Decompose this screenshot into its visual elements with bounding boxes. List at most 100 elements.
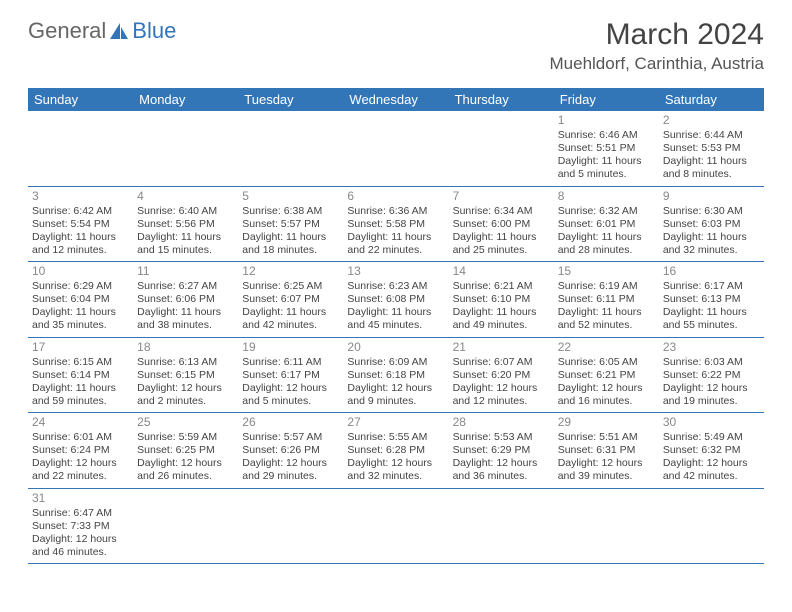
logo: General Blue bbox=[28, 18, 176, 44]
day-number: 13 bbox=[347, 264, 444, 279]
day-header: Friday bbox=[554, 88, 659, 111]
daylight-line-2: and 19 minutes. bbox=[663, 395, 760, 408]
sunrise-line: Sunrise: 6:23 AM bbox=[347, 280, 444, 293]
calendar-cell: 3Sunrise: 6:42 AMSunset: 5:54 PMDaylight… bbox=[28, 187, 133, 262]
daylight-line-1: Daylight: 11 hours bbox=[453, 306, 550, 319]
sunrise-line: Sunrise: 5:59 AM bbox=[137, 431, 234, 444]
sunrise-line: Sunrise: 6:03 AM bbox=[663, 356, 760, 369]
sunrise-line: Sunrise: 6:01 AM bbox=[32, 431, 129, 444]
day-number: 15 bbox=[558, 264, 655, 279]
day-number: 10 bbox=[32, 264, 129, 279]
daylight-line-2: and 45 minutes. bbox=[347, 319, 444, 332]
sunset-line: Sunset: 5:54 PM bbox=[32, 218, 129, 231]
daylight-line-1: Daylight: 12 hours bbox=[347, 457, 444, 470]
calendar-cell: 12Sunrise: 6:25 AMSunset: 6:07 PMDayligh… bbox=[238, 262, 343, 337]
day-number: 22 bbox=[558, 340, 655, 355]
sail-icon bbox=[108, 21, 130, 41]
sunset-line: Sunset: 5:51 PM bbox=[558, 142, 655, 155]
calendar-cell: 18Sunrise: 6:13 AMSunset: 6:15 PMDayligh… bbox=[133, 338, 238, 413]
day-number: 18 bbox=[137, 340, 234, 355]
sunset-line: Sunset: 6:24 PM bbox=[32, 444, 129, 457]
calendar-cell bbox=[343, 489, 448, 564]
daylight-line-1: Daylight: 12 hours bbox=[347, 382, 444, 395]
daylight-line-2: and 38 minutes. bbox=[137, 319, 234, 332]
daylight-line-2: and 36 minutes. bbox=[453, 470, 550, 483]
day-number: 27 bbox=[347, 415, 444, 430]
sunrise-line: Sunrise: 6:29 AM bbox=[32, 280, 129, 293]
day-number: 1 bbox=[558, 113, 655, 128]
calendar-cell bbox=[28, 111, 133, 186]
sunset-line: Sunset: 6:20 PM bbox=[453, 369, 550, 382]
daylight-line-1: Daylight: 11 hours bbox=[558, 155, 655, 168]
daylight-line-2: and 32 minutes. bbox=[347, 470, 444, 483]
sunset-line: Sunset: 5:58 PM bbox=[347, 218, 444, 231]
sunrise-line: Sunrise: 6:44 AM bbox=[663, 129, 760, 142]
day-number: 9 bbox=[663, 189, 760, 204]
sunset-line: Sunset: 6:22 PM bbox=[663, 369, 760, 382]
calendar-cell: 11Sunrise: 6:27 AMSunset: 6:06 PMDayligh… bbox=[133, 262, 238, 337]
calendar-cell: 29Sunrise: 5:51 AMSunset: 6:31 PMDayligh… bbox=[554, 413, 659, 488]
daylight-line-2: and 15 minutes. bbox=[137, 244, 234, 257]
daylight-line-1: Daylight: 11 hours bbox=[137, 231, 234, 244]
day-number: 26 bbox=[242, 415, 339, 430]
calendar-cell: 1Sunrise: 6:46 AMSunset: 5:51 PMDaylight… bbox=[554, 111, 659, 186]
calendar-week: 10Sunrise: 6:29 AMSunset: 6:04 PMDayligh… bbox=[28, 262, 764, 338]
sunset-line: Sunset: 6:13 PM bbox=[663, 293, 760, 306]
daylight-line-1: Daylight: 12 hours bbox=[137, 382, 234, 395]
daylight-line-2: and 9 minutes. bbox=[347, 395, 444, 408]
daylight-line-1: Daylight: 11 hours bbox=[663, 306, 760, 319]
day-header: Sunday bbox=[28, 88, 133, 111]
sunrise-line: Sunrise: 6:38 AM bbox=[242, 205, 339, 218]
daylight-line-2: and 26 minutes. bbox=[137, 470, 234, 483]
day-number: 8 bbox=[558, 189, 655, 204]
daylight-line-2: and 46 minutes. bbox=[32, 546, 129, 559]
calendar-week: 24Sunrise: 6:01 AMSunset: 6:24 PMDayligh… bbox=[28, 413, 764, 489]
sunset-line: Sunset: 6:11 PM bbox=[558, 293, 655, 306]
daylight-line-2: and 35 minutes. bbox=[32, 319, 129, 332]
calendar-cell: 26Sunrise: 5:57 AMSunset: 6:26 PMDayligh… bbox=[238, 413, 343, 488]
sunrise-line: Sunrise: 6:11 AM bbox=[242, 356, 339, 369]
day-header: Wednesday bbox=[343, 88, 448, 111]
day-number: 14 bbox=[453, 264, 550, 279]
daylight-line-2: and 55 minutes. bbox=[663, 319, 760, 332]
day-header: Saturday bbox=[659, 88, 764, 111]
sunset-line: Sunset: 5:56 PM bbox=[137, 218, 234, 231]
sunrise-line: Sunrise: 6:47 AM bbox=[32, 507, 129, 520]
day-header: Thursday bbox=[449, 88, 554, 111]
daylight-line-1: Daylight: 12 hours bbox=[453, 382, 550, 395]
daylight-line-1: Daylight: 12 hours bbox=[242, 457, 339, 470]
sunset-line: Sunset: 6:32 PM bbox=[663, 444, 760, 457]
calendar-cell: 28Sunrise: 5:53 AMSunset: 6:29 PMDayligh… bbox=[449, 413, 554, 488]
day-header: Tuesday bbox=[238, 88, 343, 111]
day-number: 2 bbox=[663, 113, 760, 128]
sunrise-line: Sunrise: 5:53 AM bbox=[453, 431, 550, 444]
sunset-line: Sunset: 6:14 PM bbox=[32, 369, 129, 382]
sunrise-line: Sunrise: 5:49 AM bbox=[663, 431, 760, 444]
sunrise-line: Sunrise: 6:07 AM bbox=[453, 356, 550, 369]
sunrise-line: Sunrise: 6:36 AM bbox=[347, 205, 444, 218]
daylight-line-2: and 16 minutes. bbox=[558, 395, 655, 408]
daylight-line-1: Daylight: 12 hours bbox=[32, 457, 129, 470]
day-number: 23 bbox=[663, 340, 760, 355]
daylight-line-2: and 18 minutes. bbox=[242, 244, 339, 257]
calendar-cell: 20Sunrise: 6:09 AMSunset: 6:18 PMDayligh… bbox=[343, 338, 448, 413]
sunset-line: Sunset: 6:18 PM bbox=[347, 369, 444, 382]
daylight-line-2: and 12 minutes. bbox=[453, 395, 550, 408]
day-number: 7 bbox=[453, 189, 550, 204]
sunrise-line: Sunrise: 6:32 AM bbox=[558, 205, 655, 218]
day-number: 4 bbox=[137, 189, 234, 204]
calendar-cell bbox=[238, 111, 343, 186]
sunset-line: Sunset: 6:25 PM bbox=[137, 444, 234, 457]
sunrise-line: Sunrise: 6:21 AM bbox=[453, 280, 550, 293]
daylight-line-1: Daylight: 11 hours bbox=[32, 382, 129, 395]
calendar-cell: 8Sunrise: 6:32 AMSunset: 6:01 PMDaylight… bbox=[554, 187, 659, 262]
logo-text-1: General bbox=[28, 18, 106, 44]
calendar-cell: 6Sunrise: 6:36 AMSunset: 5:58 PMDaylight… bbox=[343, 187, 448, 262]
day-number: 6 bbox=[347, 189, 444, 204]
calendar-cell: 9Sunrise: 6:30 AMSunset: 6:03 PMDaylight… bbox=[659, 187, 764, 262]
sunset-line: Sunset: 6:21 PM bbox=[558, 369, 655, 382]
calendar-cell: 27Sunrise: 5:55 AMSunset: 6:28 PMDayligh… bbox=[343, 413, 448, 488]
day-number: 19 bbox=[242, 340, 339, 355]
calendar-cell bbox=[449, 111, 554, 186]
calendar-cell: 21Sunrise: 6:07 AMSunset: 6:20 PMDayligh… bbox=[449, 338, 554, 413]
